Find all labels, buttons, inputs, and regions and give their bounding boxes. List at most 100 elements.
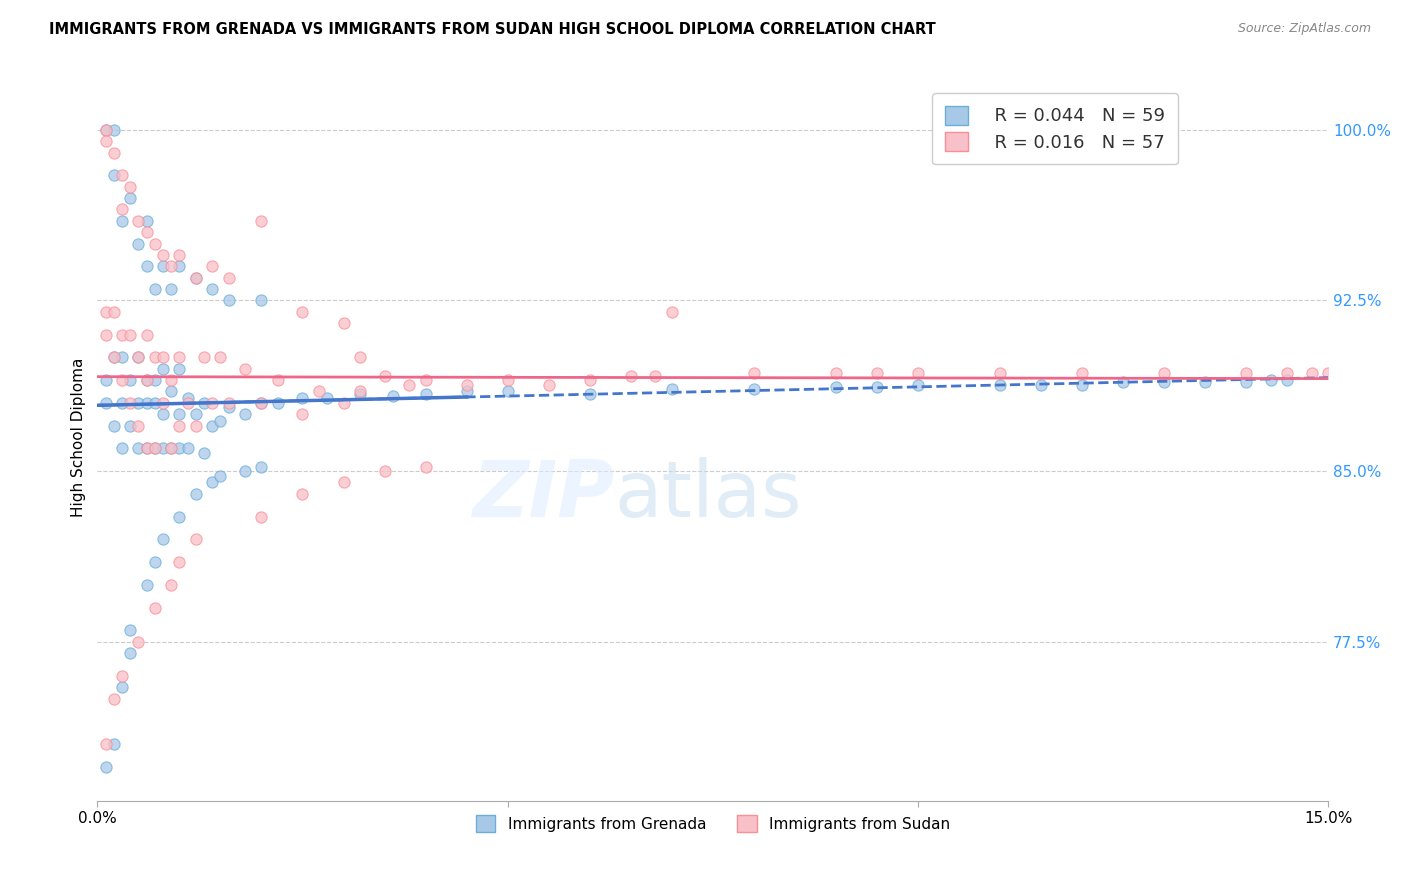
Point — [103, 145, 125, 160]
Point — [250, 293, 273, 308]
Point — [143, 600, 166, 615]
Point — [160, 442, 183, 456]
Point — [120, 646, 142, 660]
Point — [127, 351, 149, 365]
Point — [349, 351, 371, 365]
Point — [661, 382, 683, 396]
Point — [143, 236, 166, 251]
Point — [1071, 377, 1094, 392]
Point — [201, 260, 224, 274]
Point — [94, 737, 117, 751]
Point — [496, 384, 519, 399]
Point — [218, 396, 240, 410]
Point — [1275, 366, 1298, 380]
Point — [103, 737, 125, 751]
Point — [169, 509, 191, 524]
Point — [94, 134, 117, 148]
Point — [218, 293, 240, 308]
Point — [135, 260, 157, 274]
Point — [120, 624, 142, 638]
Point — [742, 366, 765, 380]
Point — [152, 351, 174, 365]
Point — [127, 396, 149, 410]
Point — [907, 366, 929, 380]
Point — [250, 396, 273, 410]
Point — [94, 305, 117, 319]
Point — [111, 396, 134, 410]
Point — [250, 214, 273, 228]
Point — [111, 373, 134, 387]
Point — [184, 533, 207, 547]
Point — [537, 377, 560, 392]
Point — [94, 396, 117, 410]
Point — [193, 396, 215, 410]
Point — [135, 373, 157, 387]
Point — [160, 373, 183, 387]
Point — [866, 380, 889, 394]
Point — [184, 407, 207, 421]
Point — [291, 487, 314, 501]
Point — [415, 459, 437, 474]
Point — [143, 442, 166, 456]
Point — [169, 248, 191, 262]
Point — [218, 401, 240, 415]
Text: ZIP: ZIP — [472, 458, 614, 533]
Point — [135, 578, 157, 592]
Point — [291, 305, 314, 319]
Point — [184, 418, 207, 433]
Point — [111, 214, 134, 228]
Point — [209, 468, 232, 483]
Point — [103, 351, 125, 365]
Point — [661, 305, 683, 319]
Point — [988, 377, 1011, 392]
Point — [143, 396, 166, 410]
Point — [135, 442, 157, 456]
Point — [907, 377, 929, 392]
Point — [152, 248, 174, 262]
Point — [169, 407, 191, 421]
Point — [111, 169, 134, 183]
Point — [135, 373, 157, 387]
Point — [103, 123, 125, 137]
Point — [135, 327, 157, 342]
Point — [135, 214, 157, 228]
Point — [578, 373, 600, 387]
Point — [1234, 376, 1257, 390]
Text: Source: ZipAtlas.com: Source: ZipAtlas.com — [1237, 22, 1371, 36]
Point — [233, 361, 256, 376]
Point — [94, 123, 117, 137]
Point — [1301, 366, 1323, 380]
Point — [120, 373, 142, 387]
Point — [169, 418, 191, 433]
Point — [111, 442, 134, 456]
Point — [988, 366, 1011, 380]
Point — [218, 270, 240, 285]
Point — [398, 377, 420, 392]
Point — [103, 351, 125, 365]
Point — [127, 236, 149, 251]
Point — [160, 282, 183, 296]
Point — [233, 407, 256, 421]
Point — [143, 373, 166, 387]
Point — [1260, 373, 1282, 387]
Point — [332, 316, 354, 330]
Point — [135, 225, 157, 239]
Point — [111, 202, 134, 217]
Point — [193, 351, 215, 365]
Point — [111, 680, 134, 694]
Point — [127, 634, 149, 648]
Point — [152, 396, 174, 410]
Point — [120, 327, 142, 342]
Point — [94, 123, 117, 137]
Point — [209, 351, 232, 365]
Point — [152, 361, 174, 376]
Point — [152, 407, 174, 421]
Point — [127, 214, 149, 228]
Point — [1194, 376, 1216, 390]
Point — [496, 373, 519, 387]
Point — [127, 351, 149, 365]
Point — [644, 368, 666, 383]
Point — [193, 446, 215, 460]
Point — [373, 368, 395, 383]
Point — [209, 414, 232, 428]
